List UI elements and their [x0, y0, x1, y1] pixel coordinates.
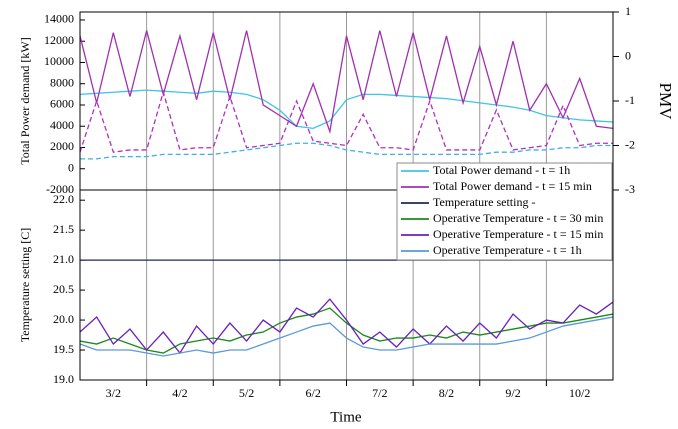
y-tick-label: 6000: [50, 97, 74, 111]
x-tick-label: 4/2: [172, 386, 187, 400]
y-tick-label: 20.5: [53, 282, 74, 296]
y2-tick-label: -3: [625, 182, 635, 196]
x-tick-label: 9/2: [505, 386, 520, 400]
series-line: [80, 89, 613, 153]
x-tick-label: 7/2: [372, 386, 387, 400]
y-tick-label: 10000: [44, 54, 74, 68]
x-tick-label: 10/2: [569, 386, 590, 400]
x-axis-title: Time: [330, 409, 361, 425]
y-tick-label: 14000: [44, 12, 74, 26]
y2-axis-title: PMV: [656, 83, 675, 121]
y2-tick-label: -1: [625, 93, 635, 107]
y2-tick-label: -2: [625, 137, 635, 151]
series-line: [80, 142, 613, 160]
legend-label: Total Power demand - t = 15 min: [433, 179, 592, 193]
series-line: [80, 89, 613, 130]
y-tick-label: 22.0: [53, 192, 74, 206]
series-line: [80, 30, 613, 135]
legend-label: Operative Temperature - t = 15 min: [433, 227, 603, 241]
legend-box: [396, 162, 613, 261]
y-tick-label: 4000: [50, 118, 74, 132]
y2-tick-label: 1: [625, 4, 631, 18]
legend-label: Temperature setting -: [433, 195, 535, 209]
y-axis-title: Temperature setting [C]: [18, 228, 32, 342]
x-tick-label: 8/2: [439, 386, 454, 400]
plot-frame: [79, 189, 614, 381]
y-tick-label: 21.0: [53, 252, 74, 266]
y-tick-label: 2000: [50, 139, 74, 153]
legend-label: Operative Temperature - t = 30 min: [433, 211, 603, 225]
y-tick-label: 0: [68, 160, 74, 174]
plot-area: [80, 30, 613, 160]
x-tick-label: 6/2: [306, 386, 321, 400]
series-line: [80, 307, 613, 354]
y-tick-label: 19.0: [53, 372, 74, 386]
legend-label: Total Power demand - t = 1h: [433, 163, 570, 177]
y-tick-label: 20.0: [53, 312, 74, 326]
y-axis-title: Total Power demand [kW]: [18, 37, 32, 164]
y-tick-label: 12000: [44, 33, 74, 47]
y2-tick-label: 0: [625, 48, 631, 62]
x-tick-label: 5/2: [239, 386, 254, 400]
series-line: [80, 316, 613, 357]
y-tick-label: 21.5: [53, 222, 74, 236]
y-tick-label: 19.5: [53, 342, 74, 356]
y-tick-label: -2000: [46, 182, 74, 196]
x-tick-label: 3/2: [106, 386, 121, 400]
legend-label: Operative Temperature - t = 1h: [433, 243, 582, 257]
series-line: [80, 298, 613, 355]
plot-area: [80, 259, 613, 357]
y-tick-label: 8000: [50, 75, 74, 89]
